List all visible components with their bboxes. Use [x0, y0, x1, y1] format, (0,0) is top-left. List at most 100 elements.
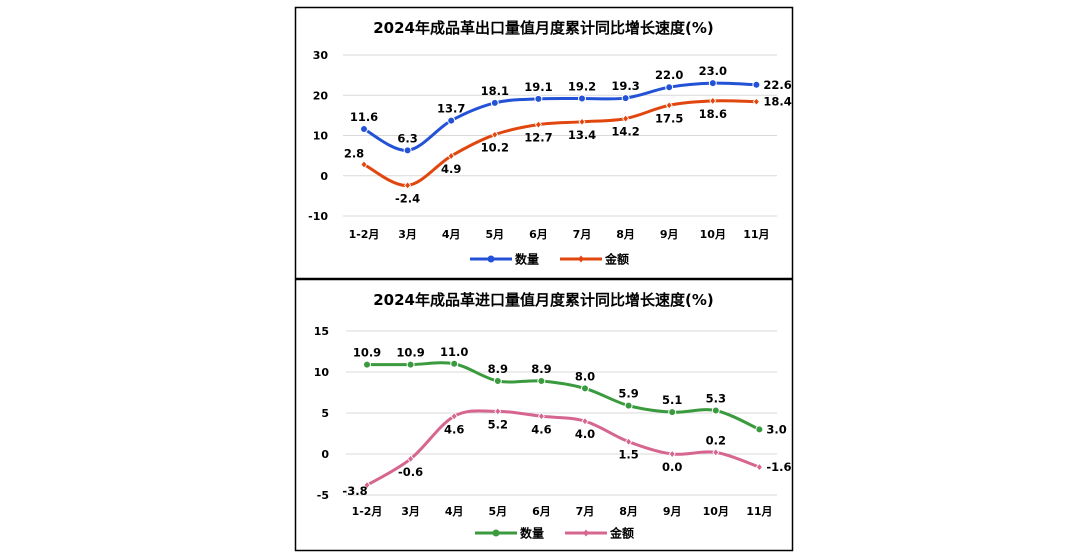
data-label: -3.8: [342, 484, 367, 498]
data-label: 3.0: [766, 422, 786, 436]
y-tick-label: 15: [314, 325, 329, 338]
data-label: 10.9: [353, 346, 381, 360]
data-label: 13.4: [568, 128, 596, 142]
x-tick-label: 11月: [746, 505, 772, 518]
x-tick-label: 1-2月: [349, 228, 380, 241]
data-label: 5.9: [618, 387, 638, 401]
data-label: -1.6: [766, 460, 791, 474]
data-label: 11.0: [440, 345, 468, 359]
series-line-quantity: [366, 361, 761, 431]
data-label: 8.9: [488, 362, 508, 376]
data-point: [578, 94, 586, 103]
import-chart: 2024年成品革进口量值月度累计同比增长速度(%) 15 10 5 0 -5 1-2月 3月 4…: [294, 278, 794, 552]
x-tick-label: 5月: [485, 228, 504, 241]
data-point: [450, 412, 458, 421]
data-point: [581, 417, 589, 426]
x-tick-label: 3月: [401, 505, 420, 518]
export-chart: 2024年成品革出口量值月度累计同比增长速度(%) 30 20 10 0 -10 1-2月 3…: [294, 6, 794, 280]
data-point: [668, 408, 677, 417]
legend-label: 数量: [520, 526, 544, 541]
x-tick-label: 9月: [660, 228, 679, 241]
x-tick-label: 3月: [398, 228, 417, 241]
y-tick-label: 0: [320, 170, 328, 183]
y-tick-label: 10: [313, 130, 329, 143]
x-tick-label: 1-2月: [352, 505, 383, 518]
data-point: [360, 160, 368, 169]
series-line-quantity: [363, 81, 757, 152]
data-point: [493, 377, 502, 386]
data-label: 17.5: [655, 111, 683, 125]
data-point: [668, 449, 676, 459]
x-tick-label: 10月: [703, 505, 729, 518]
x-tick-label: 8月: [619, 505, 638, 518]
data-point: [665, 101, 673, 110]
data-label: 5.3: [706, 392, 726, 406]
data-point: [494, 407, 502, 416]
data-point: [490, 98, 499, 107]
data-point: [755, 463, 763, 472]
series-line-amount: [363, 99, 757, 187]
legend-label: 数量: [515, 252, 539, 267]
legend-marker: [578, 255, 584, 263]
data-point: [407, 454, 415, 464]
data-point: [360, 125, 368, 134]
y-tick-label: 0: [321, 448, 329, 461]
data-point: [624, 401, 633, 410]
data-label: 2.8: [344, 146, 364, 160]
data-label: 23.0: [699, 64, 727, 78]
data-point: [537, 412, 545, 421]
data-label: 8.9: [531, 362, 551, 376]
data-point: [712, 448, 720, 457]
x-tick-label: 6月: [529, 228, 548, 241]
data-label: 10.9: [396, 346, 424, 360]
data-label: 10.2: [481, 141, 509, 155]
x-tick-label: 8月: [616, 228, 635, 241]
data-label: 4.6: [444, 422, 464, 436]
data-label: 13.7: [437, 102, 465, 116]
data-label: -0.6: [398, 465, 423, 479]
data-point: [447, 116, 456, 125]
chart-border: [294, 6, 794, 280]
x-tick-label: 4月: [442, 228, 461, 241]
data-point: [581, 384, 589, 393]
data-point: [534, 94, 543, 103]
data-label: 14.2: [611, 125, 639, 139]
data-point: [491, 130, 499, 139]
data-point: [578, 117, 586, 126]
data-point: [534, 120, 542, 129]
y-tick-label: 30: [313, 49, 329, 62]
data-point: [403, 146, 412, 155]
legend-marker: [583, 529, 589, 537]
chart-border: [294, 278, 794, 552]
data-label: 4.0: [575, 427, 595, 441]
legend-marker: [487, 255, 495, 263]
x-tick-label: 7月: [576, 505, 595, 518]
data-point: [752, 97, 760, 106]
data-label: 0.2: [706, 433, 726, 447]
data-point: [363, 481, 371, 490]
data-point: [622, 114, 630, 123]
data-label: 18.1: [481, 84, 509, 98]
legend-label: 金额: [609, 526, 634, 541]
series-line-amount: [366, 409, 760, 487]
x-tick-label: 6月: [532, 505, 551, 518]
data-label: 1.5: [618, 448, 638, 462]
data-label: 19.3: [611, 79, 639, 93]
y-tick-label: -10: [308, 210, 328, 223]
data-label: 0.0: [662, 460, 682, 474]
data-label: 12.7: [524, 131, 552, 145]
data-label: 4.6: [531, 422, 551, 436]
data-point: [625, 437, 633, 446]
y-tick-label: -5: [317, 489, 329, 502]
chart-title: 2024年成品革出口量值月度累计同比增长速度(%): [373, 19, 714, 37]
chart-title: 2024年成品革进口量值月度累计同比增长速度(%): [373, 291, 714, 309]
data-label: 8.0: [575, 369, 595, 383]
data-label: 22.0: [655, 68, 683, 82]
data-label: 5.2: [488, 417, 508, 431]
x-tick-label: 10月: [700, 228, 726, 241]
x-tick-label: 5月: [488, 505, 507, 518]
x-tick-label: 7月: [573, 228, 592, 241]
x-tick-label: 9月: [663, 505, 682, 518]
legend-label: 金额: [604, 252, 629, 267]
